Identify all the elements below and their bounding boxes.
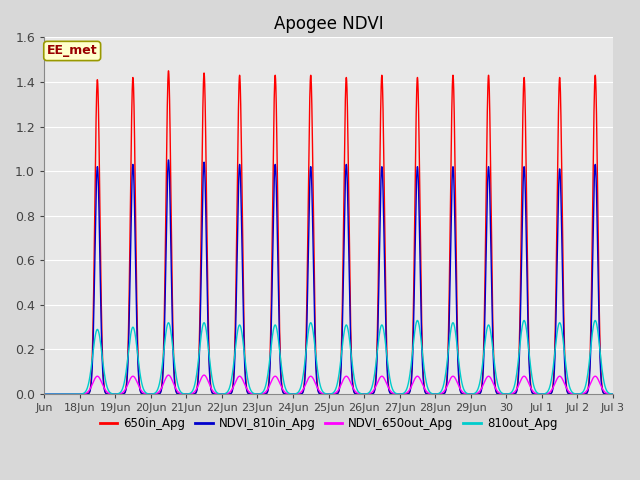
Legend: 650in_Apg, NDVI_810in_Apg, NDVI_650out_Apg, 810out_Apg: 650in_Apg, NDVI_810in_Apg, NDVI_650out_A… bbox=[95, 412, 562, 434]
Text: EE_met: EE_met bbox=[47, 45, 97, 58]
Title: Apogee NDVI: Apogee NDVI bbox=[274, 15, 383, 33]
